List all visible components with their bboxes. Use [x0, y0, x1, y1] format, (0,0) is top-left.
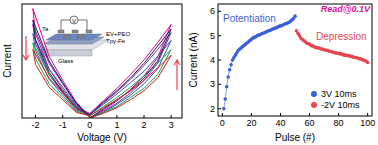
panel-0: -2 -1 0 1 2 3 Voltage (V) Current Ta EV+PEOTpy-Fe…	[2, 4, 182, 143]
annotation: Depression	[316, 31, 367, 42]
ta-electrode	[78, 35, 84, 38]
x-tick-label: 60	[305, 118, 315, 128]
legend-label: -2V 10ms	[321, 100, 360, 110]
x-tick-label: 0	[220, 118, 225, 128]
x-tick-label: 40	[275, 118, 285, 128]
y-tick-label: 2	[210, 104, 215, 114]
ta-electrode	[58, 30, 64, 33]
device-inset: Ta EV+PEOTpy-Fe Glass V	[40, 16, 131, 64]
point	[293, 14, 297, 18]
series-line	[224, 16, 295, 109]
inset-label: V	[72, 18, 76, 24]
series-line	[296, 31, 367, 63]
arrow	[23, 36, 29, 60]
series-line	[33, 50, 171, 118]
arrow	[174, 60, 180, 90]
x-tick-label: 100	[360, 118, 375, 128]
y-tick-label: 5	[210, 31, 215, 41]
figure: -2 -1 0 1 2 3 Voltage (V) Current Ta EV+PEOTpy-Fe…	[0, 0, 378, 145]
x-tick-label: 2	[142, 120, 147, 130]
point	[229, 63, 233, 67]
y-axis-title: Current (nA)	[188, 32, 199, 87]
point	[366, 61, 370, 65]
y-tick-label: 3	[210, 79, 215, 89]
ta-electrode	[64, 35, 70, 38]
series-line	[33, 34, 171, 118]
point	[226, 75, 230, 79]
series-line	[33, 9, 171, 118]
legend-marker	[311, 91, 317, 97]
x-tick-label: 0	[87, 120, 92, 130]
y-tick-label: 4	[210, 55, 215, 65]
legend-label: 3V 10ms	[321, 89, 357, 99]
plot-area	[33, 9, 171, 118]
x-tick-label: 3	[169, 120, 174, 130]
x-tick-label: -2	[32, 120, 40, 130]
ta-electrode	[86, 30, 92, 33]
inset-label: Tpy-Fe	[106, 38, 126, 44]
point	[225, 85, 229, 89]
legend: 3V 10ms-2V 10ms	[311, 89, 360, 110]
x-tick-label: 20	[246, 118, 256, 128]
point	[228, 68, 232, 72]
panel-1: 0 20 40 60 80 100 2 3 4 5 6 Pulse (#) Current (nA) Po…	[188, 4, 375, 143]
series-line	[33, 43, 171, 118]
annotation: Read@0.1V	[321, 4, 371, 14]
inset-label: EV+PEO	[106, 31, 131, 37]
voltmeter	[70, 16, 78, 24]
x-tick-label: -1	[59, 120, 67, 130]
series-line	[33, 20, 171, 118]
x-axis-title: Voltage (V)	[77, 132, 126, 143]
plot-frame	[22, 4, 182, 118]
inset-label: Ta	[42, 26, 49, 32]
x-tick-label: 1	[114, 120, 119, 130]
plot-area	[222, 14, 369, 110]
plot-frame	[218, 4, 372, 116]
legend-marker	[311, 102, 317, 108]
annotation: Potentiation	[223, 13, 276, 24]
point	[222, 107, 226, 111]
y-axis-title: Current	[2, 44, 13, 78]
x-tick-label: 80	[334, 118, 344, 128]
ev-peo-layer	[46, 34, 102, 40]
point	[223, 97, 227, 101]
y-tick-label: 6	[210, 6, 215, 16]
x-axis-title: Pulse (#)	[275, 132, 315, 143]
inset-label: Glass	[58, 58, 73, 64]
ta-electrode	[72, 30, 78, 33]
